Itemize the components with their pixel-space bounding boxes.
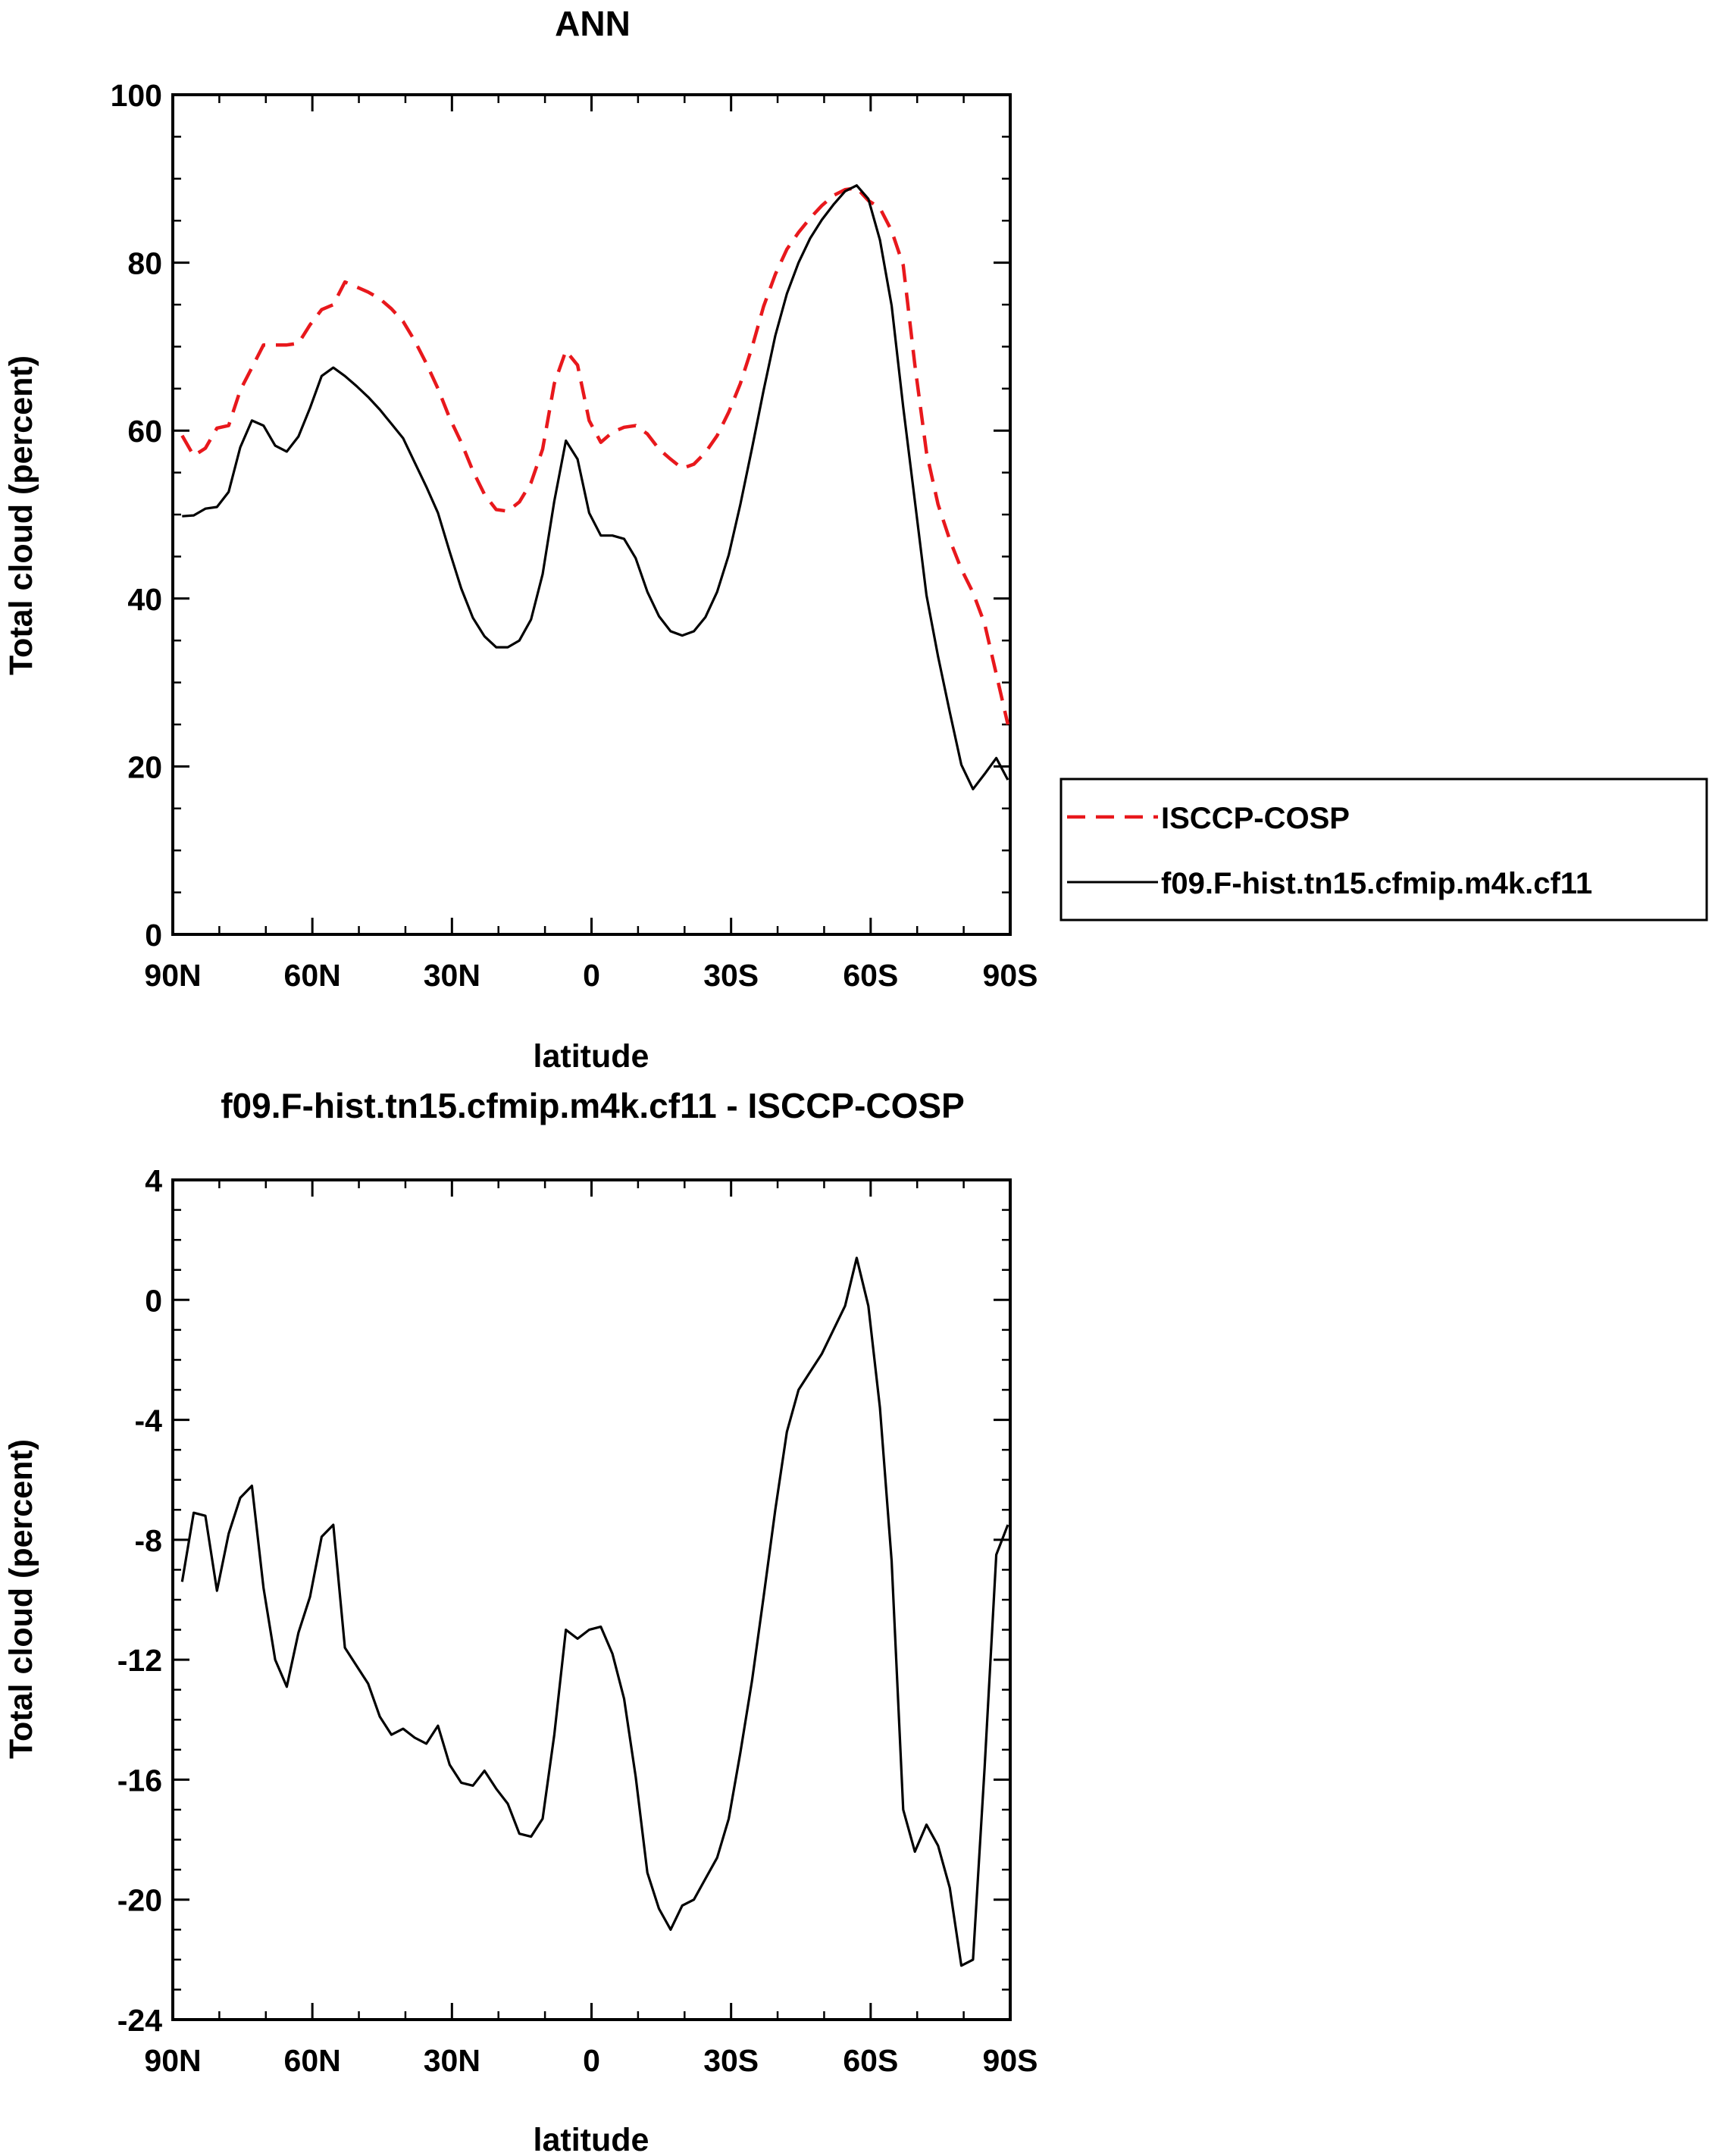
top-y-ticks: 0 20 40 60 80 100 bbox=[111, 78, 1010, 953]
bottom-x-axis-label: latitude bbox=[534, 2122, 649, 2156]
bottom-y-ticks: 4 0 -4 -8 -12 -16 -20 -24 bbox=[117, 1163, 1010, 2038]
top-panel: ANN 0 20 40 60 80 100 90N 60N 30N 0 30S 60S 90S lat… bbox=[3, 4, 1038, 1075]
bottom-ytick-label: -24 bbox=[117, 2003, 162, 2038]
bottom-series-line-1 bbox=[180, 1256, 1009, 1967]
bottom-x-ticks: 90N 60N 30N 0 30S 60S 90S bbox=[144, 1180, 1038, 2078]
top-ytick-label: 0 bbox=[145, 918, 162, 953]
bottom-xtick-label: 0 bbox=[583, 2043, 600, 2078]
bottom-series-lines bbox=[180, 1256, 1009, 1967]
top-xtick-label: 30S bbox=[703, 958, 759, 993]
bottom-ytick-label: -12 bbox=[117, 1643, 162, 1678]
top-ytick-label: 60 bbox=[127, 414, 162, 449]
top-ytick-label: 20 bbox=[127, 749, 162, 784]
bottom-xtick-label: 30S bbox=[703, 2043, 759, 2078]
top-chart-title: ANN bbox=[555, 4, 631, 43]
top-series-lines bbox=[180, 184, 1010, 790]
bottom-xtick-label: 60N bbox=[284, 2043, 341, 2078]
top-xtick-label: 90S bbox=[983, 958, 1038, 993]
bottom-ytick-label: 0 bbox=[145, 1283, 162, 1318]
top-xtick-label: 90N bbox=[144, 958, 201, 993]
bottom-ytick-label: -16 bbox=[117, 1763, 162, 1798]
legend-label-model: f09.F-hist.tn15.cfmip.m4k.cf11 bbox=[1161, 867, 1592, 900]
legend: ISCCP-COSP f09.F-hist.tn15.cfmip.m4k.cf1… bbox=[1059, 778, 1708, 922]
top-ytick-label: 100 bbox=[111, 78, 162, 113]
bottom-y-axis-label: Total cloud (percent) bbox=[3, 1439, 39, 1759]
bottom-chart-title: f09.F-hist.tn15.cfmip.m4k.cf11 - ISCCP-C… bbox=[221, 1086, 965, 1125]
bottom-xtick-label: 60S bbox=[843, 2043, 898, 2078]
top-xtick-label: 30N bbox=[424, 958, 480, 993]
bottom-xtick-label: 90S bbox=[983, 2043, 1038, 2078]
top-xtick-label: 60N bbox=[284, 958, 341, 993]
bottom-ytick-label: 4 bbox=[145, 1163, 162, 1198]
bottom-ytick-label: -4 bbox=[135, 1403, 163, 1438]
top-y-axis-label: Total cloud (percent) bbox=[3, 355, 39, 675]
top-ytick-label: 40 bbox=[127, 582, 162, 617]
top-series-line-2 bbox=[182, 184, 1009, 790]
top-x-ticks: 90N 60N 30N 0 30S 60S 90S bbox=[144, 95, 1038, 993]
bottom-xtick-label: 30N bbox=[424, 2043, 480, 2078]
legend-box bbox=[1059, 778, 1708, 922]
legend-label-isccp: ISCCP-COSP bbox=[1161, 802, 1350, 835]
top-ytick-label: 80 bbox=[127, 246, 162, 281]
bottom-xtick-label: 90N bbox=[144, 2043, 201, 2078]
top-xtick-label: 60S bbox=[843, 958, 898, 993]
top-x-axis-label: latitude bbox=[534, 1038, 649, 1075]
bottom-panel: f09.F-hist.tn15.cfmip.m4k.cf11 - ISCCP-C… bbox=[3, 1086, 1038, 2156]
top-xtick-label: 0 bbox=[583, 958, 600, 993]
bottom-ytick-label: -8 bbox=[135, 1523, 162, 1558]
bottom-plot-frame bbox=[171, 1178, 1012, 2021]
bottom-ytick-label: -20 bbox=[117, 1883, 162, 1918]
